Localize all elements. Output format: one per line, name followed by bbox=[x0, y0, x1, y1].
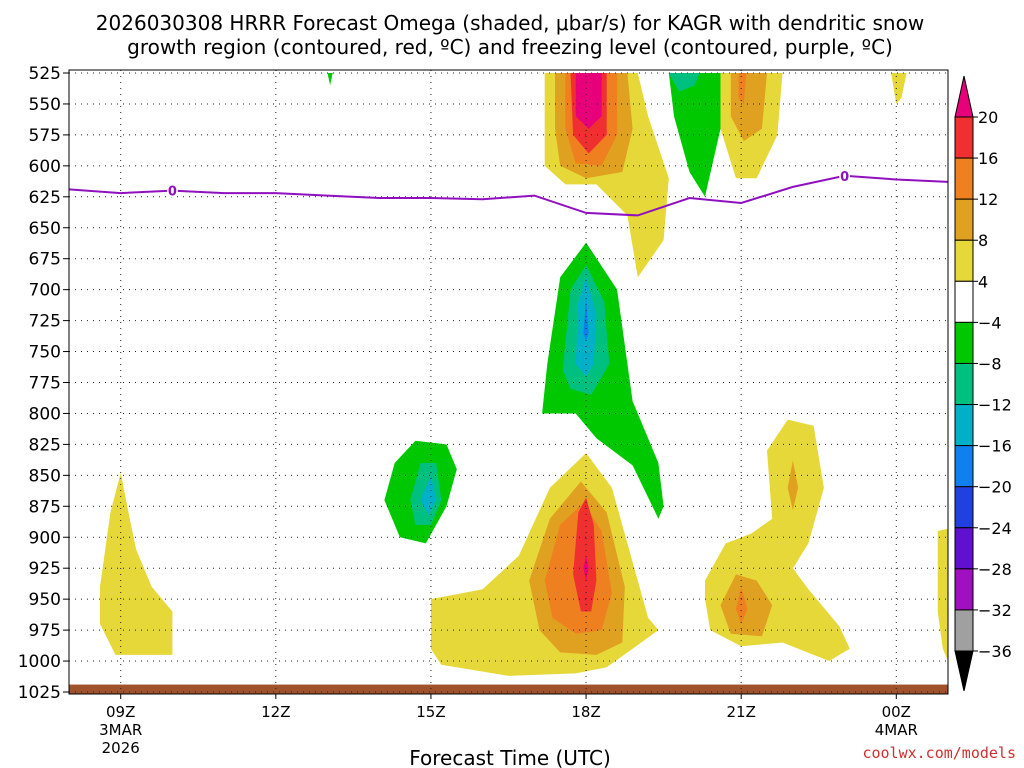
y-tick-label-725: 725 bbox=[29, 312, 61, 332]
omega-region-27 bbox=[736, 586, 748, 624]
x-tick-label-15-0: 15Z bbox=[416, 703, 445, 721]
colorbar-label-0: 20 bbox=[978, 108, 998, 127]
freezing-level-line bbox=[69, 174, 948, 217]
y-tick-label-850: 850 bbox=[29, 466, 61, 486]
y-tick-label-900: 900 bbox=[29, 528, 61, 548]
colorbar-band-10 bbox=[954, 527, 974, 570]
y-tick-label-1000: 1000 bbox=[18, 652, 61, 672]
y-tick-label-650: 650 bbox=[29, 219, 61, 239]
y-tick-label-525: 525 bbox=[29, 64, 61, 84]
omega-regions bbox=[69, 73, 948, 694]
colorbar-band-6 bbox=[954, 362, 974, 406]
colorbar-band-2 bbox=[954, 198, 974, 241]
colorbar-band-5 bbox=[954, 321, 974, 364]
y-tick-label-600: 600 bbox=[29, 157, 61, 177]
y-tick-label-775: 775 bbox=[29, 374, 61, 394]
omega-region-10 bbox=[738, 73, 747, 104]
omega-region-12 bbox=[891, 73, 907, 104]
y-tick-label-675: 675 bbox=[29, 250, 61, 270]
y-tick-label-700: 700 bbox=[29, 281, 61, 301]
colorbar-label-11: −28 bbox=[978, 560, 1012, 579]
x-tick-label-9-0: 09Z bbox=[106, 703, 135, 721]
colorbar-label-12: −32 bbox=[978, 601, 1012, 620]
omega-region-4 bbox=[575, 73, 602, 129]
x-tick-label-21-0: 21Z bbox=[726, 703, 755, 721]
y-tick-label-750: 750 bbox=[29, 343, 61, 363]
colorbar-label-8: −16 bbox=[978, 437, 1012, 456]
y-tick-label-975: 975 bbox=[29, 621, 61, 641]
colorbar-band-4 bbox=[954, 280, 974, 323]
y-tick-label-1025: 1025 bbox=[18, 683, 61, 703]
x-tick-label-9-2: 2026 bbox=[102, 739, 140, 757]
chart-title-line2: growth region (contoured, red, ºC) and f… bbox=[127, 35, 893, 59]
colorbar-label-2: 12 bbox=[978, 190, 998, 209]
colorbar-band-0 bbox=[954, 116, 974, 159]
x-tick-label-9-1: 3MAR bbox=[99, 721, 142, 739]
colorbar: 20 16 12 8 4 −4 −8 −12 −16 −20 −24 −28 −32 −36 bbox=[954, 75, 1012, 692]
colorbar-label-5: −4 bbox=[978, 313, 1002, 332]
y-tick-label-875: 875 bbox=[29, 497, 61, 517]
ground-band bbox=[69, 684, 948, 694]
x-axis-label: Forecast Time (UTC) bbox=[409, 746, 611, 768]
omega-region-30 bbox=[937, 528, 948, 661]
colorbar-label-3: 8 bbox=[978, 231, 988, 250]
omega-region-19 bbox=[420, 475, 437, 515]
y-tick-label-575: 575 bbox=[29, 126, 61, 146]
colorbar-band-1 bbox=[954, 157, 974, 200]
x-tick-label-12-0: 12Z bbox=[261, 703, 290, 721]
omega-region-16 bbox=[583, 295, 589, 342]
colorbar-label-4: 4 bbox=[978, 272, 988, 291]
omega-region-29 bbox=[100, 472, 173, 655]
x-tick-label-24-1: 4MAR bbox=[875, 721, 918, 739]
x-tick-label-24-0: 00Z bbox=[882, 703, 911, 721]
freezing-level-label-1: 0 bbox=[840, 170, 849, 185]
colorbar-label-7: −12 bbox=[978, 396, 1012, 415]
omega-region-7 bbox=[668, 73, 700, 92]
chart-title-line1: 2026030308 HRRR Forecast Omega (shaded, … bbox=[96, 11, 924, 35]
colorbar-band-3 bbox=[954, 239, 974, 282]
colorbar-label-6: −8 bbox=[978, 354, 1002, 373]
omega-region-23 bbox=[573, 497, 597, 612]
y-tick-label-925: 925 bbox=[29, 559, 61, 579]
grid bbox=[69, 70, 948, 694]
colorbar-label-1: 16 bbox=[978, 149, 998, 168]
freezing-level-label-0: 0 bbox=[168, 185, 177, 200]
y-tick-label-950: 950 bbox=[29, 590, 61, 610]
omega-region-28 bbox=[787, 460, 799, 510]
colorbar-band-7 bbox=[954, 404, 974, 447]
colorbar-band-8 bbox=[954, 445, 974, 488]
y-tick-label-625: 625 bbox=[29, 188, 61, 208]
colorbar-band-12 bbox=[954, 609, 974, 652]
omega-region-11 bbox=[327, 73, 333, 86]
y-tick-label-825: 825 bbox=[29, 435, 61, 455]
colorbar-band-9 bbox=[954, 486, 974, 529]
colorbar-arrow-bottom bbox=[954, 650, 974, 692]
y-tick-label-800: 800 bbox=[29, 404, 61, 424]
colorbar-band-11 bbox=[954, 568, 974, 611]
colorbar-label-10: −24 bbox=[978, 519, 1012, 538]
x-tick-label-18-0: 18Z bbox=[571, 703, 600, 721]
colorbar-arrow-top bbox=[954, 75, 974, 118]
colorbar-label-9: −20 bbox=[978, 478, 1012, 497]
colorbar-label-13: −36 bbox=[978, 642, 1012, 661]
y-tick-label-550: 550 bbox=[29, 95, 61, 115]
freezing-level: 00 bbox=[69, 168, 948, 217]
y-axis: 525 550 575 600 625 650 675 700 725 750 775 800 825 8… bbox=[18, 64, 69, 703]
credit-link[interactable]: coolwx.com/models bbox=[862, 744, 1016, 762]
